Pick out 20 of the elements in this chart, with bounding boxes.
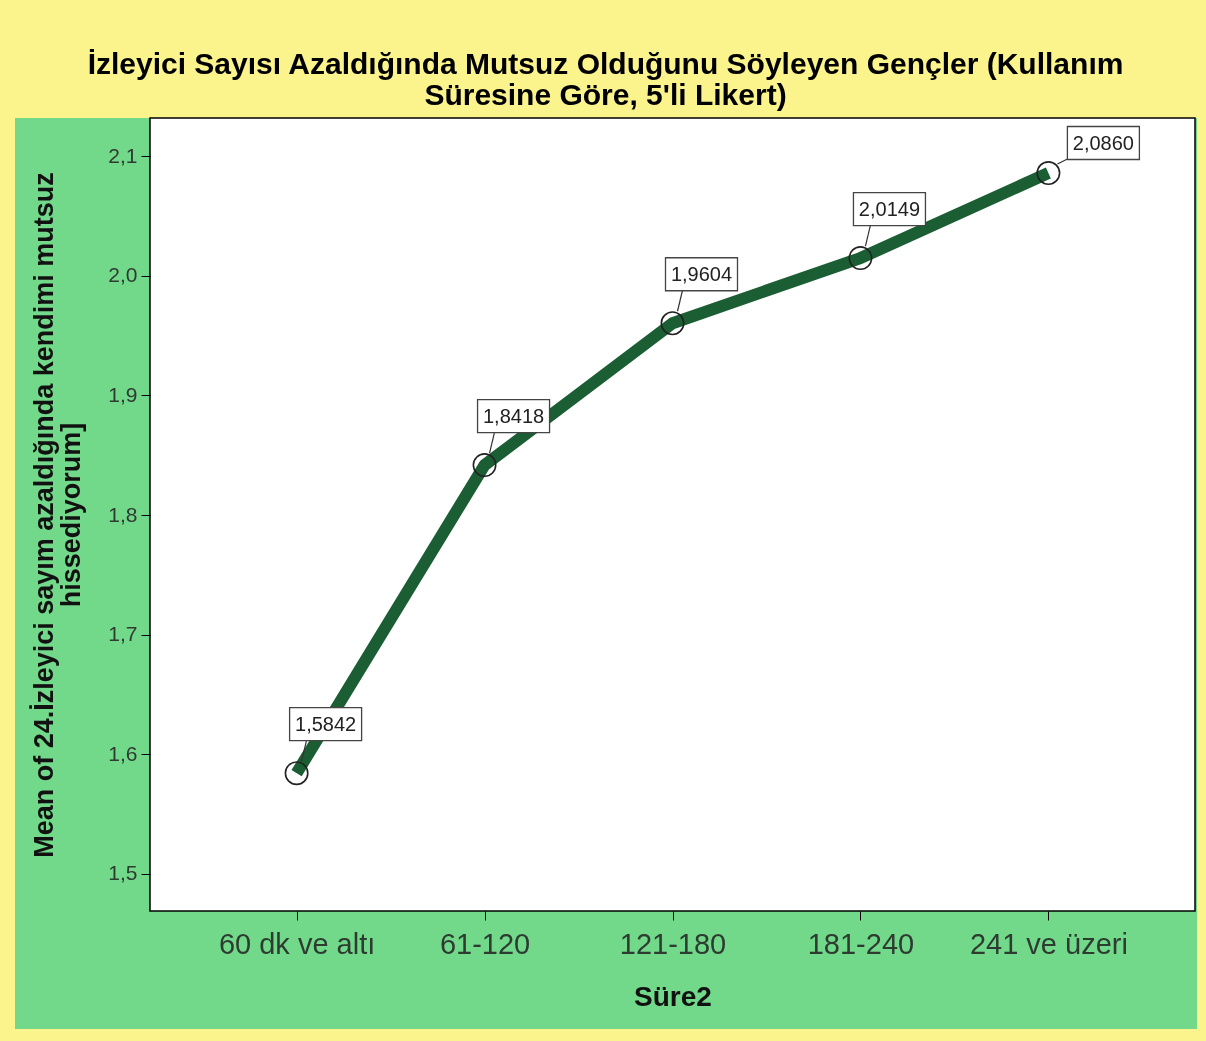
y-axis-title: Mean of 24.İzleyici sayım azaldığında kendimi mutsuz hissediyorum] bbox=[29, 172, 87, 858]
x-tick-label: 181-240 bbox=[807, 927, 915, 960]
y-tick-label: 1,6 bbox=[108, 741, 138, 765]
x-tick-label: 61-120 bbox=[439, 927, 531, 960]
x-axis-title: Süre2 bbox=[634, 980, 712, 1012]
y-tick-label: 1,5 bbox=[108, 861, 138, 885]
chart-title: İzleyici Sayısı Azaldığında Mutsuz Olduğunu Söyleyen Gençler (Kullanım Süresine Göre, 5'li Likert) bbox=[87, 47, 1124, 112]
y-tick-label: 1,7 bbox=[108, 622, 138, 646]
y-tick-label: 2,1 bbox=[108, 143, 138, 167]
y-tick-label: 1,8 bbox=[108, 502, 138, 526]
data-label: 2,0149 bbox=[858, 198, 921, 221]
y-tick-label: 1,9 bbox=[108, 382, 138, 406]
x-tick-label: 60 dk ve altı bbox=[218, 927, 376, 960]
data-label: 2,0860 bbox=[1072, 132, 1134, 155]
data-label: 1,5842 bbox=[295, 713, 357, 736]
y-tick-label: 2,0 bbox=[108, 263, 138, 287]
data-label: 1,9604 bbox=[670, 263, 733, 286]
x-tick-label: 121-180 bbox=[619, 927, 727, 960]
x-tick-label: 241 ve üzeri bbox=[969, 927, 1128, 960]
data-label: 1,8418 bbox=[482, 405, 545, 428]
